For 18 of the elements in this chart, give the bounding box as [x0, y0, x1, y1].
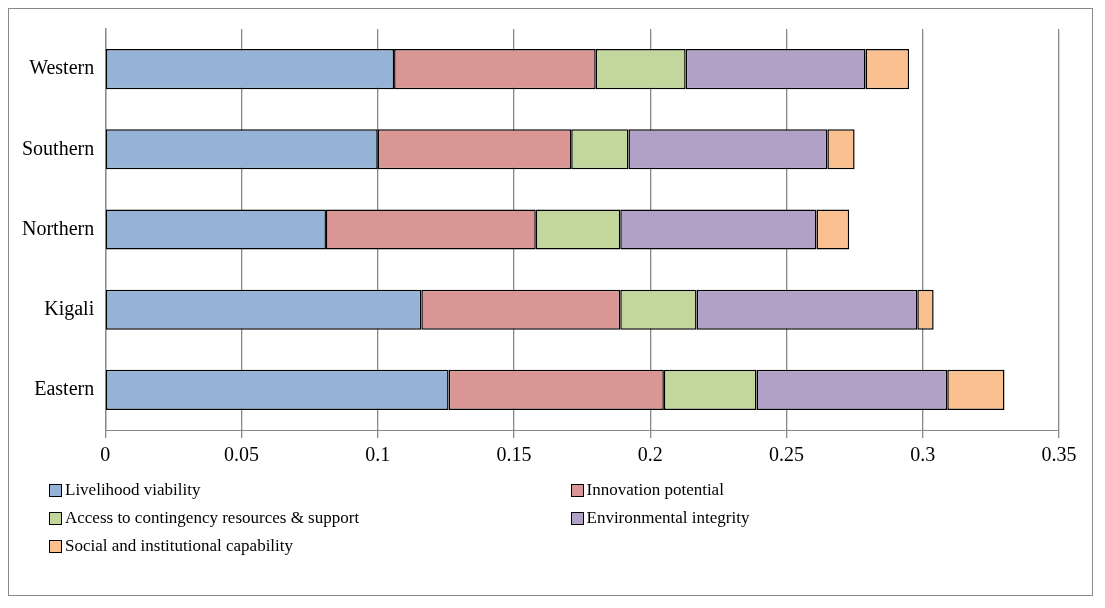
y-tick-label: Western	[29, 56, 95, 79]
x-tick-label: 0.2	[637, 443, 663, 466]
x-tick-label: 0.35	[1041, 443, 1077, 466]
legend-label: Access to contingency resources & support	[65, 508, 360, 528]
x-tick-label: 0.15	[496, 443, 532, 466]
legend-label: Livelihood viability	[65, 480, 201, 500]
legend-label: Environmental integrity	[586, 508, 750, 528]
x-tick-label: 0.25	[768, 443, 804, 466]
x-tick-label: 0	[100, 443, 111, 466]
y-tick-label: Southern	[22, 136, 95, 159]
x-tick-label: 0.3	[910, 443, 936, 466]
legend-label: Innovation potential	[586, 480, 724, 500]
y-tick-label: Kigali	[44, 296, 95, 320]
y-tick-label: Northern	[22, 216, 95, 239]
x-tick-label: 0.05	[223, 443, 259, 466]
x-tick-label: 0.1	[365, 443, 391, 466]
legend-label: Social and institutional capability	[65, 536, 294, 556]
y-tick-label: Eastern	[34, 377, 95, 400]
